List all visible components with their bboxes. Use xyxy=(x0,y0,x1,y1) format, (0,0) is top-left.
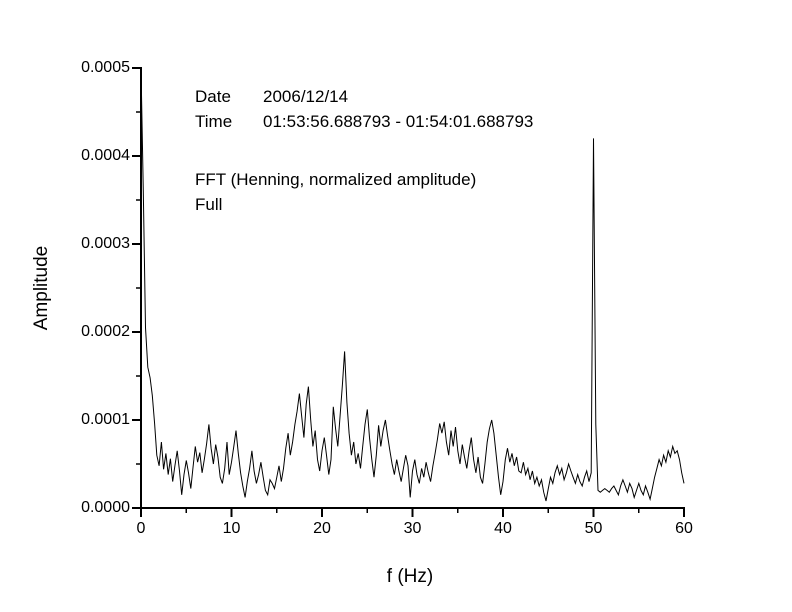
time-value: 01:53:56.688793 - 01:54:01.688793 xyxy=(263,112,534,131)
y-tick-label: 0.0002 xyxy=(81,323,130,340)
y-tick-label: 0.0004 xyxy=(81,147,130,164)
fft-info: FFT (Henning, normalized amplitude) xyxy=(195,170,477,189)
x-axis-title: f (Hz) xyxy=(386,566,434,587)
date-label: Date xyxy=(195,87,231,106)
x-tick-label: 10 xyxy=(222,520,241,537)
y-tick-label: 0.0001 xyxy=(81,411,130,428)
spectrum-trace xyxy=(140,67,685,502)
x-tick-label: 40 xyxy=(494,520,512,537)
date-value: 2006/12/14 xyxy=(263,87,349,106)
y-tick-label: 0.0000 xyxy=(81,499,130,516)
x-tick-label: 60 xyxy=(675,520,693,537)
x-tick-label: 30 xyxy=(403,520,422,537)
y-tick-label: 0.0003 xyxy=(81,235,130,252)
range-info: Full xyxy=(195,195,223,214)
time-label: Time xyxy=(195,112,233,131)
x-tick-label: 0 xyxy=(136,520,146,537)
x-tick-label: 50 xyxy=(584,520,603,537)
y-tick-label: 0.0005 xyxy=(81,59,130,76)
y-axis-title: Amplitude xyxy=(31,245,52,331)
x-tick-label: 20 xyxy=(313,520,331,537)
